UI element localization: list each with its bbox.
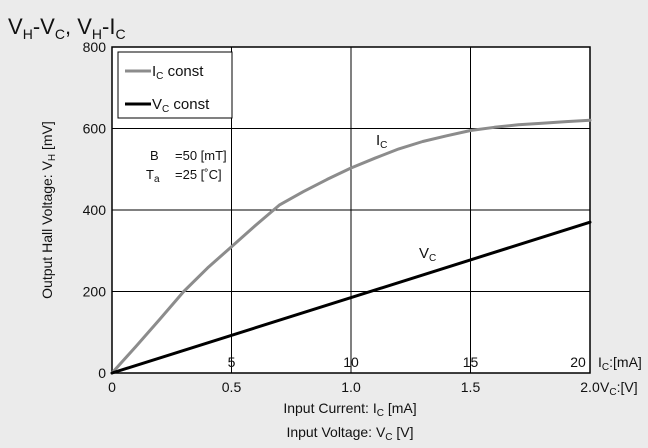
x-voltage-tick-label-4: 2.0 — [580, 379, 600, 395]
x-axis-voltage-ticks: 0 0.5 1.0 1.5 2.0 — [108, 379, 600, 395]
series-line-ic-const — [110, 118, 592, 375]
note-b-value: =50 [mT] — [175, 148, 227, 163]
y-tick-label-0: 0 — [98, 365, 106, 381]
y-tick-label-3: 600 — [83, 121, 107, 137]
legend: IC const VC const — [117, 51, 233, 119]
x-axis-voltage-unit-tag: VC:[V] — [600, 379, 638, 398]
x-axis-current-label: Input Current: IC [mA] — [283, 400, 416, 419]
plot-frame — [111, 46, 591, 374]
y-tick-label-4: 800 — [83, 39, 107, 55]
series-line-vc-const — [110, 220, 592, 375]
x-voltage-tick-label-0: 0 — [108, 379, 116, 395]
chart-title: VH-VC, VH-IC — [8, 14, 126, 42]
y-axis-label: Output Hall Voltage: VH [mV] — [39, 121, 58, 299]
x-voltage-tick-label-3: 1.5 — [461, 379, 481, 395]
legend-entry-ic: IC const — [152, 63, 204, 82]
curve-label-ic: IC — [376, 132, 387, 151]
x-axis-current-ticks: 5 10 15 20 — [228, 354, 586, 370]
curve-label-vc: VC — [419, 245, 436, 264]
note-ta-value: =25 [˚C] — [175, 167, 222, 182]
x-voltage-tick-label-1: 0.5 — [222, 379, 242, 395]
x-axis-voltage-label: Input Voltage: VC [V] — [286, 424, 413, 443]
x-axis-current-unit-tag: IC:[mA] — [598, 354, 642, 373]
note-ta-label: Ta — [146, 167, 160, 185]
series-layer — [110, 118, 592, 375]
x-current-tick-label-1: 10 — [343, 354, 359, 370]
legend-entry-vc: VC const — [152, 96, 210, 115]
note-b-label: B — [150, 148, 159, 163]
x-current-tick-label-0: 5 — [228, 354, 236, 370]
x-current-tick-label-2: 15 — [463, 354, 479, 370]
x-current-tick-label-3: 20 — [570, 354, 586, 370]
x-voltage-tick-label-2: 1.0 — [341, 379, 361, 395]
y-tick-label-1: 200 — [83, 284, 107, 300]
y-axis-ticks: 0 200 400 600 800 — [83, 39, 107, 381]
y-tick-label-2: 400 — [83, 202, 107, 218]
legend-box — [117, 51, 233, 119]
